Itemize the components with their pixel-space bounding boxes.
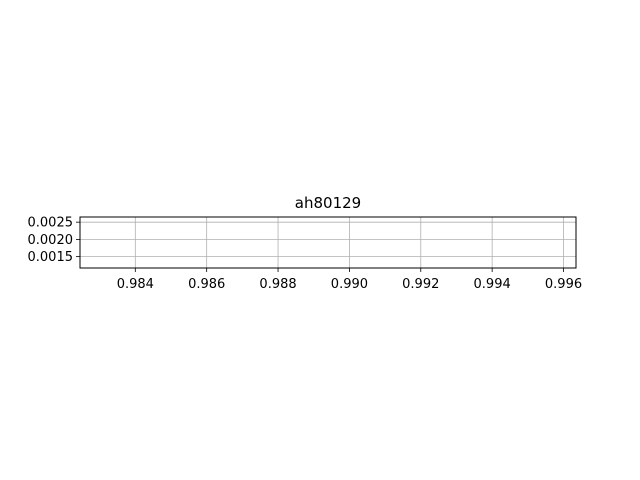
y-gridlines: [80, 221, 576, 258]
x-tick-label: 0.992: [402, 277, 439, 292]
x-tick-label: 0.986: [188, 277, 225, 292]
y-axis: 0.0015 0.0020 0.0025: [28, 216, 80, 265]
x-axis: 0.984 0.986 0.988 0.990 0.992 0.994 0.996: [117, 268, 582, 292]
x-tick-label: 0.996: [545, 277, 582, 292]
x-gridlines: [134, 217, 564, 268]
x-tick-label: 0.988: [259, 277, 296, 292]
axes-frame: [79, 216, 577, 269]
y-tick-label: 0.0020: [28, 233, 74, 248]
x-tick-label: 0.990: [331, 277, 368, 292]
y-tick-label: 0.0015: [28, 250, 74, 265]
x-tick-label: 0.994: [474, 277, 511, 292]
y-tick-label: 0.0025: [28, 216, 74, 231]
x-tick-label: 0.984: [117, 277, 154, 292]
chart-title: ah80129: [295, 194, 361, 212]
plot-area: [79, 216, 577, 269]
axes-background: [80, 217, 576, 268]
